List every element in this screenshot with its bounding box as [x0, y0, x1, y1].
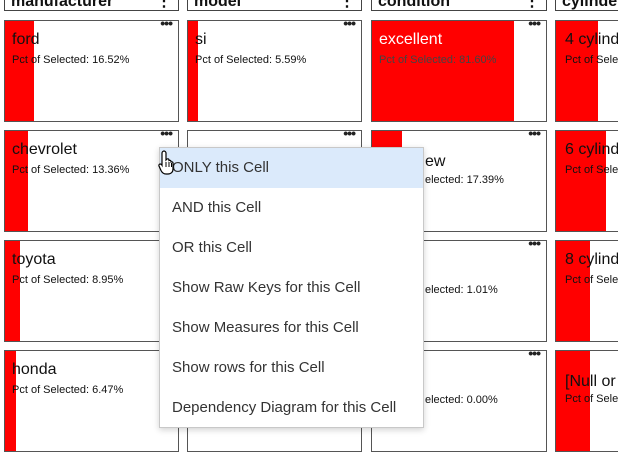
tile-pct: Pct of Selected: 16.52% — [12, 54, 130, 66]
column-header-manufacturer[interactable]: manufacturer ⋮ — [4, 0, 179, 11]
tile-ford[interactable]: ••• ford Pct of Selected: 16.52% — [4, 20, 179, 122]
tile-name: 6 cylinders — [565, 141, 618, 158]
tile-pct: elected: 17.39% — [425, 174, 504, 186]
tile-pct: Pct of Selected: 5.59% — [195, 54, 307, 66]
tile-pct: Pct of Selected — [565, 274, 618, 286]
menu-item-show-measures[interactable]: Show Measures for this Cell — [172, 319, 359, 336]
tile-pct: Pct of Selected: 8.95% — [12, 274, 124, 286]
menu-item-show-rows[interactable]: Show rows for this Cell — [172, 359, 325, 376]
tile-name: 4 cylinders — [565, 31, 618, 48]
tile-menu-icon[interactable]: ••• — [343, 20, 356, 31]
tile-honda[interactable]: ••• honda Pct of Selected: 6.47% — [4, 350, 179, 452]
column-label: cylinders — [562, 0, 618, 10]
tile-name: ford — [12, 31, 40, 48]
tile-menu-icon[interactable]: ••• — [343, 130, 356, 141]
pct-bar — [188, 21, 198, 121]
column-label: condition — [378, 0, 450, 10]
column-label: manufacturer — [11, 0, 114, 10]
tile-null-cylinders[interactable]: [Null or Pct of Selected — [555, 350, 618, 452]
tile-menu-icon[interactable]: ••• — [160, 130, 173, 141]
menu-item-or-this-cell[interactable]: OR this Cell — [172, 239, 253, 256]
tile-name: 8 cylinders — [565, 251, 618, 268]
tile-pct: Pct of Selected: 81.60% — [379, 54, 497, 66]
menu-item-dependency-diagram[interactable]: Dependency Diagram for this Cell — [172, 399, 397, 416]
column-header-condition[interactable]: condition ⋮ — [371, 0, 547, 11]
column-header-model[interactable]: model ⋮ — [187, 0, 362, 11]
column-menu-icon[interactable]: ⋮ — [156, 0, 172, 10]
pct-bar — [556, 351, 590, 451]
tile-4-cylinders[interactable]: 4 cylinders Pct of Selected — [555, 20, 618, 122]
tile-menu-icon[interactable]: ••• — [528, 130, 541, 141]
tile-name: toyota — [12, 251, 56, 268]
tile-menu-icon[interactable]: ••• — [528, 240, 541, 251]
column-label: model — [194, 0, 242, 10]
tile-toyota[interactable]: ••• toyota Pct of Selected: 8.95% — [4, 240, 179, 342]
tile-pct: Pct of Selected — [565, 393, 618, 405]
pct-bar — [5, 351, 16, 451]
pct-bar — [5, 131, 28, 231]
pct-bar — [556, 241, 590, 341]
pct-bar — [556, 21, 598, 121]
tile-name: si — [195, 31, 207, 48]
pct-bar — [5, 21, 34, 121]
tile-name: ew — [425, 153, 446, 170]
menu-item-only-this-cell[interactable]: ONLY this Cell — [160, 148, 423, 188]
tile-pct: Pct of Selected: 13.36% — [12, 164, 130, 176]
tile-menu-icon[interactable]: ••• — [528, 20, 541, 31]
cell-context-menu: ONLY this Cell AND this Cell OR this Cel… — [159, 147, 424, 428]
pct-bar — [372, 21, 514, 121]
column-menu-icon[interactable]: ⋮ — [524, 0, 540, 10]
tile-name: honda — [12, 361, 57, 378]
tile-si[interactable]: ••• si Pct of Selected: 5.59% — [187, 20, 362, 122]
tile-pct: elected: 1.01% — [425, 284, 498, 296]
pct-bar — [5, 241, 20, 341]
tile-name: excellent — [379, 31, 443, 48]
pct-bar — [556, 131, 606, 231]
tile-pct: Pct of Selected: 6.47% — [12, 384, 124, 396]
menu-item-show-raw-keys[interactable]: Show Raw Keys for this Cell — [172, 279, 361, 296]
menu-item-and-this-cell[interactable]: AND this Cell — [172, 199, 262, 216]
tile-8-cylinders[interactable]: 8 cylinders Pct of Selected — [555, 240, 618, 342]
tile-menu-icon[interactable]: ••• — [528, 350, 541, 361]
tile-menu-icon[interactable]: ••• — [160, 20, 173, 31]
column-menu-icon[interactable]: ⋮ — [339, 0, 355, 10]
tile-chevrolet[interactable]: ••• chevrolet Pct of Selected: 13.36% — [4, 130, 179, 232]
tile-name: chevrolet — [12, 141, 77, 158]
hand-pointer-cursor-icon — [158, 150, 174, 175]
tile-name: [Null or — [565, 373, 616, 390]
tile-pct: Pct of Selected — [565, 164, 618, 176]
tile-excellent[interactable]: ••• excellent Pct of Selected: 81.60% — [371, 20, 547, 122]
tile-pct: elected: 0.00% — [425, 394, 498, 406]
tile-6-cylinders[interactable]: 6 cylinders Pct of Selected — [555, 130, 618, 232]
tile-pct: Pct of Selected — [565, 54, 618, 66]
column-header-cylinders[interactable]: cylinders — [555, 0, 618, 11]
